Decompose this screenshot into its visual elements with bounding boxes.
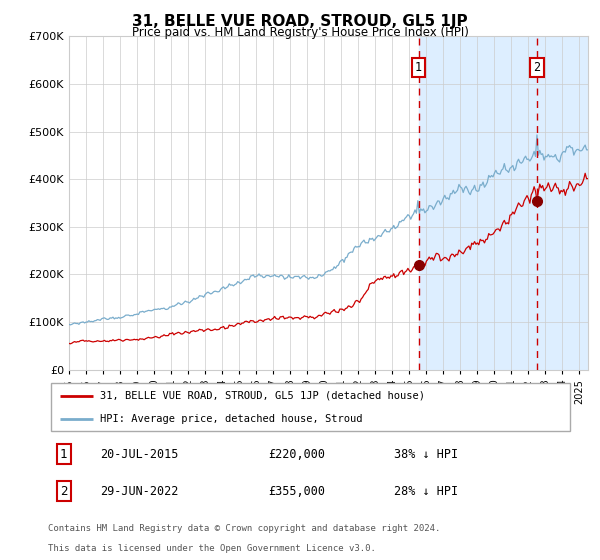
FancyBboxPatch shape [50,384,571,431]
Text: 1: 1 [60,447,67,461]
Text: 31, BELLE VUE ROAD, STROUD, GL5 1JP: 31, BELLE VUE ROAD, STROUD, GL5 1JP [132,14,468,29]
Text: 29-JUN-2022: 29-JUN-2022 [101,485,179,498]
Text: 2: 2 [60,485,67,498]
Text: This data is licensed under the Open Government Licence v3.0.: This data is licensed under the Open Gov… [48,544,376,553]
Text: 38% ↓ HPI: 38% ↓ HPI [395,447,458,461]
Text: Price paid vs. HM Land Registry's House Price Index (HPI): Price paid vs. HM Land Registry's House … [131,26,469,39]
Text: 31, BELLE VUE ROAD, STROUD, GL5 1JP (detached house): 31, BELLE VUE ROAD, STROUD, GL5 1JP (det… [101,390,425,400]
Text: 1: 1 [415,61,422,74]
Text: 20-JUL-2015: 20-JUL-2015 [101,447,179,461]
Text: 2: 2 [533,61,541,74]
Bar [419,36,588,370]
Text: 28% ↓ HPI: 28% ↓ HPI [395,485,458,498]
Text: HPI: Average price, detached house, Stroud: HPI: Average price, detached house, Stro… [101,414,363,424]
Text: Contains HM Land Registry data © Crown copyright and database right 2024.: Contains HM Land Registry data © Crown c… [48,524,440,533]
Text: £355,000: £355,000 [269,485,325,498]
Text: £220,000: £220,000 [269,447,325,461]
